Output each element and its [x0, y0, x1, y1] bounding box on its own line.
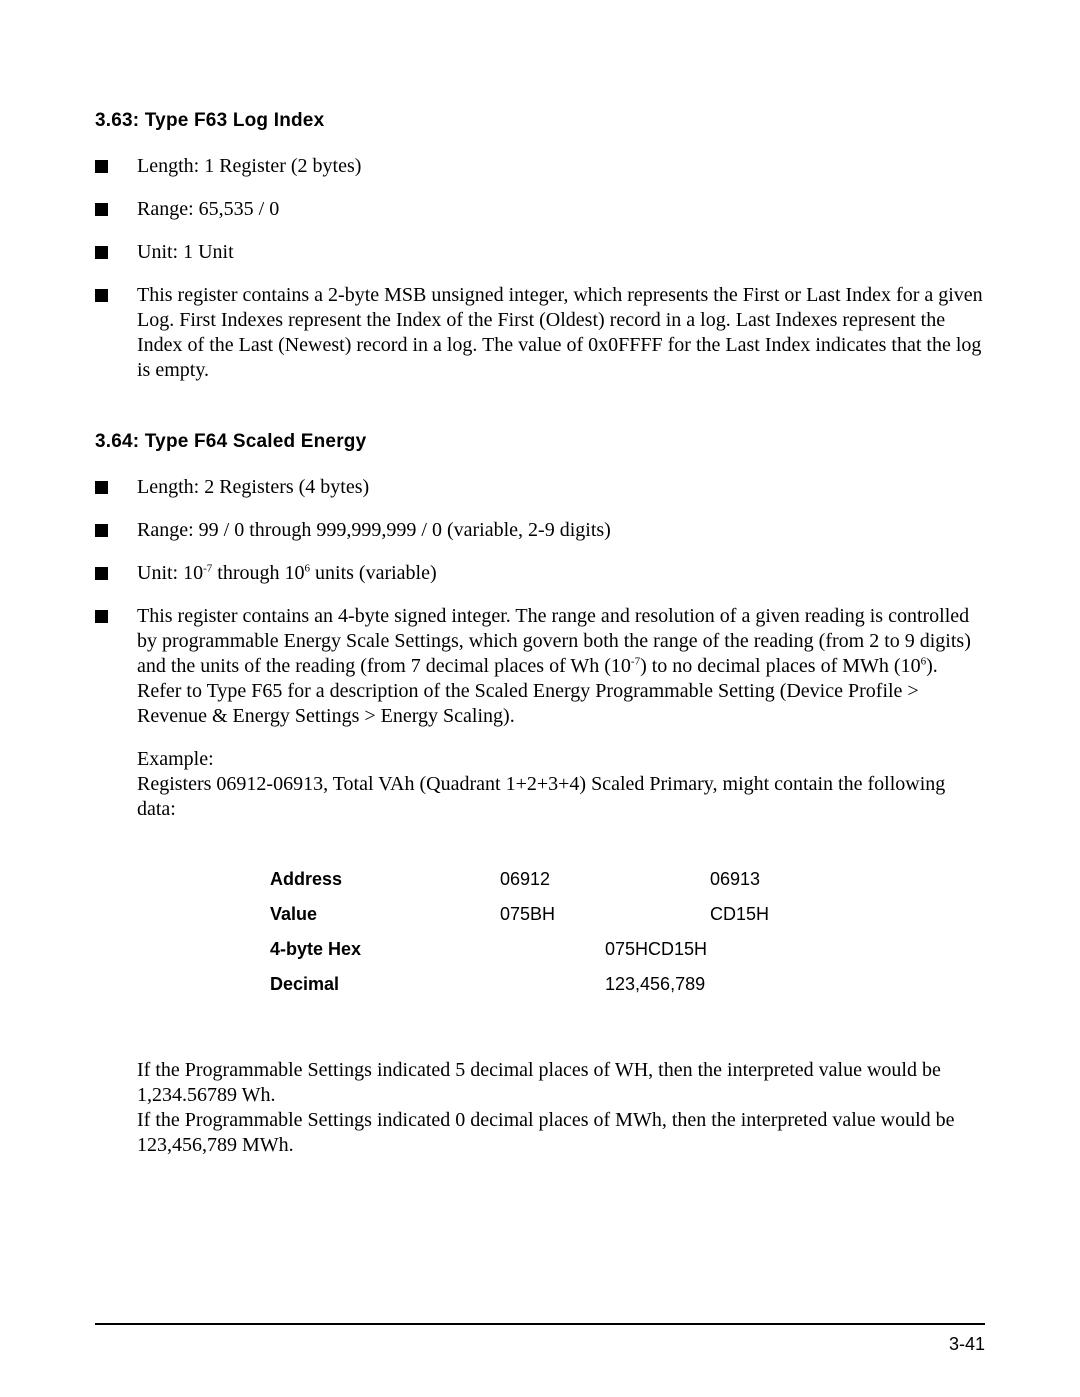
- superscript: -7: [631, 655, 640, 667]
- list-item: Unit: 10-7 through 106 units (variable): [95, 561, 985, 586]
- list-item: This register contains a 2-byte MSB unsi…: [95, 283, 985, 383]
- table-row: 4-byte Hex 075HCD15H: [270, 932, 830, 967]
- footer-rule: [95, 1323, 985, 1325]
- text: Unit: 10: [137, 562, 203, 584]
- interpretation-block: If the Programmable Settings indicated 5…: [95, 1058, 985, 1158]
- list-item: Unit: 1 Unit: [95, 240, 985, 265]
- list-item: Length: 2 Registers (4 bytes): [95, 475, 985, 500]
- text: If the Programmable Settings indicated 5…: [137, 1059, 941, 1106]
- row-label: 4-byte Hex: [270, 932, 500, 967]
- text: ) to no decimal places of MWh (10: [640, 655, 920, 677]
- cell: 06912: [500, 862, 710, 897]
- cell: CD15H: [710, 897, 830, 932]
- cell: 075BH: [500, 897, 710, 932]
- list-item: This register contains an 4-byte signed …: [95, 604, 985, 729]
- table-row: Address 06912 06913: [270, 862, 830, 897]
- table-row: Decimal 123,456,789: [270, 967, 830, 1002]
- cell: 06913: [710, 862, 830, 897]
- superscript: -7: [203, 562, 212, 574]
- list-item: Length: 1 Register (2 bytes): [95, 154, 985, 179]
- row-label: Address: [270, 862, 500, 897]
- heading-3-63: 3.63: Type F63 Log Index: [95, 110, 985, 132]
- heading-3-64: 3.64: Type F64 Scaled Energy: [95, 431, 985, 453]
- row-label: Decimal: [270, 967, 500, 1002]
- row-label: Value: [270, 897, 500, 932]
- list-item: Range: 99 / 0 through 999,999,999 / 0 (v…: [95, 518, 985, 543]
- example-label: Example:: [137, 748, 214, 770]
- text: units (variable): [310, 562, 437, 584]
- example-table: Address 06912 06913 Value 075BH CD15H 4-…: [270, 862, 830, 1002]
- page-number: 3-41: [949, 1334, 985, 1355]
- example-block: Example: Registers 06912-06913, Total VA…: [95, 747, 985, 822]
- list-item: Range: 65,535 / 0: [95, 197, 985, 222]
- section-3-63-list: Length: 1 Register (2 bytes) Range: 65,5…: [95, 154, 985, 383]
- page: 3.63: Type F63 Log Index Length: 1 Regis…: [0, 0, 1080, 1397]
- text: through 10: [212, 562, 304, 584]
- text: If the Programmable Settings indicated 0…: [137, 1109, 955, 1156]
- section-3-64-list: Length: 2 Registers (4 bytes) Range: 99 …: [95, 475, 985, 729]
- cell: 075HCD15H: [500, 932, 830, 967]
- table-row: Value 075BH CD15H: [270, 897, 830, 932]
- cell: 123,456,789: [500, 967, 830, 1002]
- example-text: Registers 06912-06913, Total VAh (Quadra…: [137, 773, 945, 820]
